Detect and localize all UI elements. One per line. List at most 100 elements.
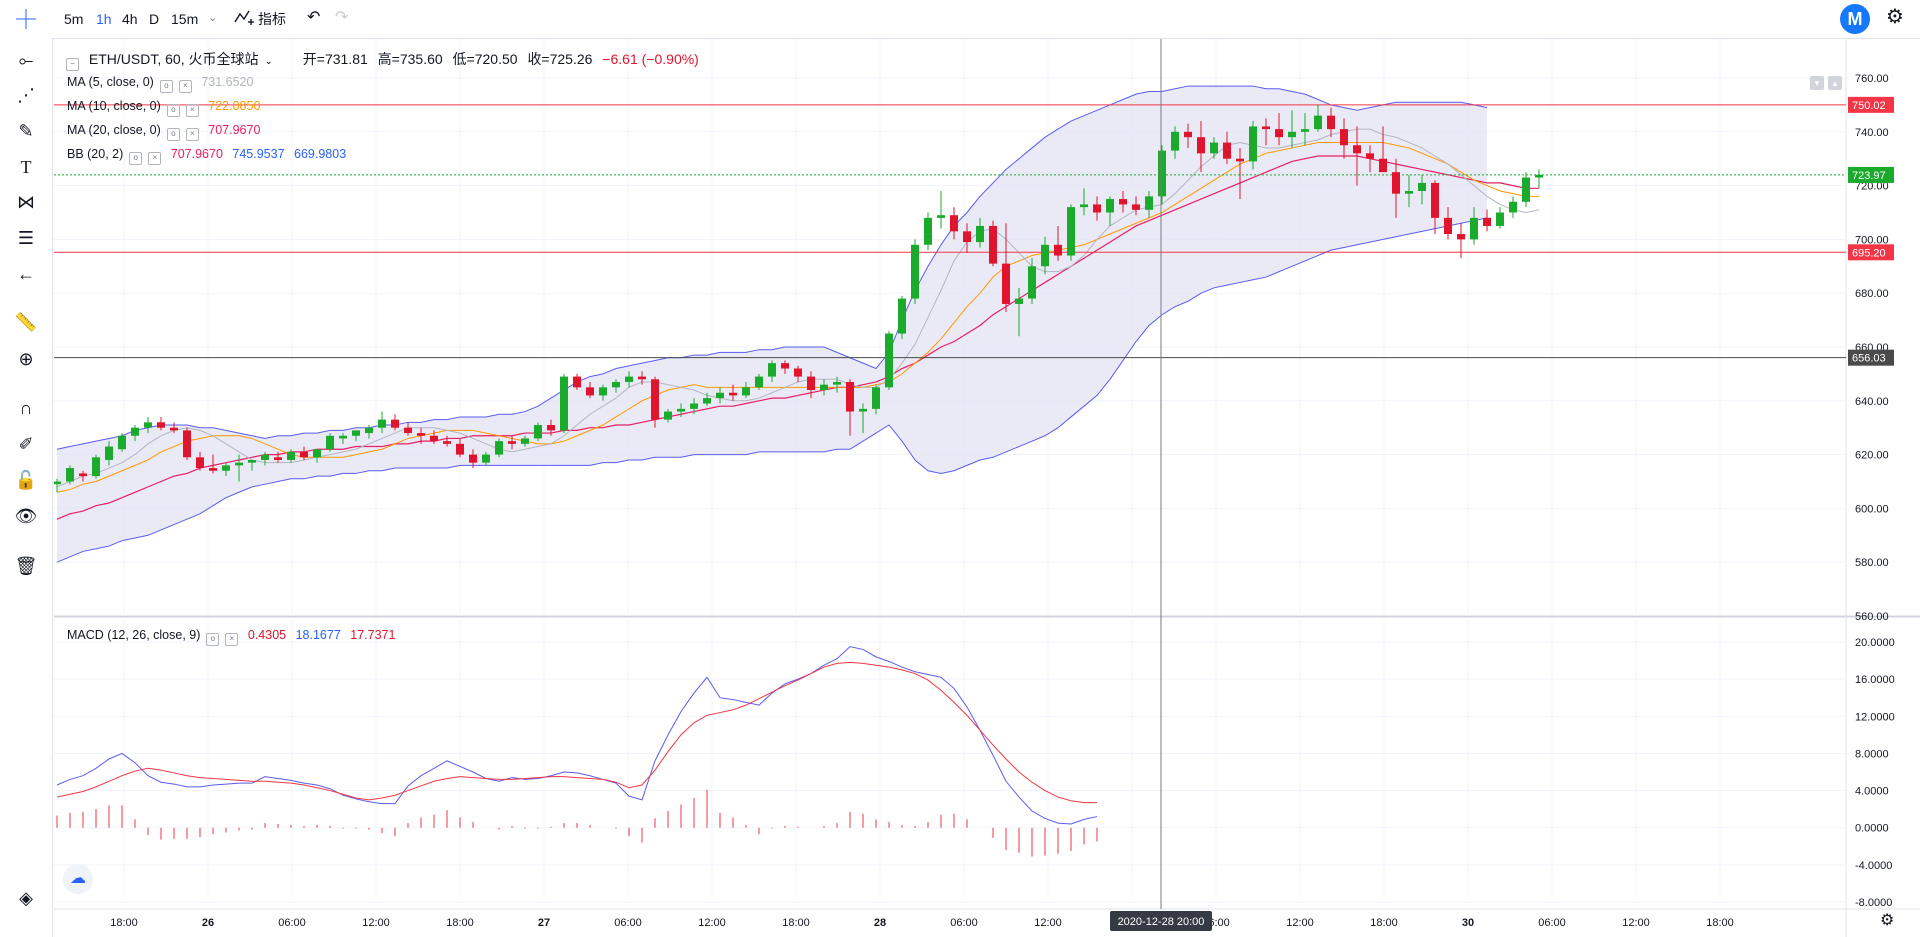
candle — [638, 376, 646, 380]
ma20-label[interactable]: MA (20, close, 0) — [67, 123, 161, 137]
gear-icon[interactable]: o — [206, 633, 220, 646]
macd-tick-label: 4.0000 — [1855, 786, 1889, 798]
candle — [1288, 131, 1296, 138]
price-tick-label: 600.00 — [1855, 503, 1889, 515]
candle — [1457, 234, 1465, 240]
pattern-icon[interactable]: ⋈ — [17, 192, 35, 212]
crosshair-icon[interactable] — [0, 0, 52, 38]
collapse-icon[interactable]: − — [66, 58, 79, 71]
bb-label[interactable]: BB (20, 2) — [67, 147, 124, 161]
close-icon[interactable]: × — [225, 633, 239, 646]
candle — [755, 376, 763, 388]
symbol-legend: − ETH/USDT, 60, 火币全球站 ⌄ 开=731.81 高=735.60… — [66, 49, 705, 71]
chevron-down-icon[interactable]: ⌄ — [264, 56, 273, 67]
price-tick-label: 560.00 — [1855, 611, 1889, 623]
settings-gear-icon[interactable]: ⚙ — [1886, 6, 1904, 28]
undo-icon[interactable]: ↶ — [307, 9, 321, 26]
macd-label[interactable]: MACD (12, 26, close, 9) — [67, 628, 201, 642]
brush-icon[interactable]: ✎ — [18, 121, 34, 141]
candle — [495, 441, 503, 455]
ohlc-close: 收=725.26 — [527, 51, 593, 67]
gear-icon[interactable]: o — [166, 104, 180, 117]
close-icon[interactable]: × — [185, 128, 199, 141]
candle — [1496, 212, 1504, 226]
lock-drawing-icon[interactable]: ✐ — [18, 434, 34, 454]
time-tick-label: 18:00 — [446, 917, 474, 929]
macd-tick-label: 16.0000 — [1855, 674, 1895, 686]
candle — [1392, 172, 1400, 194]
candle — [430, 435, 438, 442]
measure-lines-icon[interactable]: ☰ — [17, 228, 35, 248]
crosshair-time-label: 2020-12-28 20:00 — [1118, 916, 1205, 928]
gear-icon[interactable]: o — [166, 128, 180, 141]
candle — [1379, 158, 1387, 173]
candle — [586, 387, 594, 396]
macd-signal-line — [56, 661, 1097, 804]
candle — [183, 430, 191, 458]
indicators-button[interactable]: 指标 — [258, 11, 286, 27]
candle — [781, 363, 789, 369]
candle — [963, 231, 971, 243]
candle — [1158, 150, 1166, 197]
interval-4h[interactable]: 4h — [122, 11, 138, 27]
symbol-title[interactable]: ETH/USDT, 60, 火币全球站 — [88, 51, 259, 67]
close-icon[interactable]: × — [148, 152, 162, 165]
indicators-icon[interactable] — [233, 8, 255, 34]
candle — [872, 387, 880, 409]
layers-icon[interactable]: ◈ — [19, 888, 33, 908]
axis-settings-gear-icon[interactable]: ⚙ — [1880, 912, 1895, 929]
candle — [469, 454, 477, 463]
price-badge — [1848, 349, 1894, 366]
candle — [196, 457, 204, 469]
interval-d[interactable]: D — [149, 11, 160, 27]
close-icon[interactable]: × — [185, 104, 199, 117]
candle — [105, 446, 113, 460]
candle — [547, 425, 555, 431]
candle — [391, 419, 399, 428]
unlock-icon[interactable]: 🔓 — [14, 470, 38, 490]
candle — [664, 411, 672, 420]
candle — [534, 425, 542, 439]
candle — [521, 438, 529, 444]
pane-maximize-icon[interactable]: ▴ — [1828, 76, 1842, 90]
price-badge — [1848, 166, 1894, 183]
back-arrow-icon[interactable]: ← — [17, 264, 35, 284]
candle — [352, 430, 360, 436]
interval-15m[interactable]: 15m — [171, 11, 199, 27]
candle — [807, 376, 815, 391]
chart-canvas[interactable]: 560.00580.00600.00620.00640.00660.00680.… — [54, 39, 1920, 937]
time-tick-label: 18:00 — [1706, 917, 1734, 929]
price-tick-label: 740.00 — [1855, 127, 1889, 139]
ma10-label[interactable]: MA (10, close, 0) — [67, 99, 161, 113]
gear-icon[interactable]: o — [129, 152, 143, 165]
interval-1h[interactable]: 1h — [96, 11, 112, 27]
candle — [287, 451, 295, 460]
candle — [508, 441, 516, 444]
redo-icon[interactable]: ↷ — [335, 9, 349, 26]
ma10-value: 722.0850 — [208, 99, 261, 113]
time-tick-label: 06:00 — [278, 917, 306, 929]
candle — [170, 427, 178, 431]
candle — [1106, 199, 1114, 213]
ma20-legend: MA (20, close, 0) o × 707.9670 — [67, 123, 266, 141]
ruler-icon[interactable]: 📏 — [14, 312, 38, 332]
chevron-down-icon[interactable]: ⌄ — [208, 12, 218, 24]
ma5-label[interactable]: MA (5, close, 0) — [67, 75, 154, 89]
time-tick-label: 06:00 — [614, 917, 642, 929]
eye-icon[interactable]: 👁 — [14, 506, 38, 526]
magnet-icon[interactable]: ∩ — [19, 398, 33, 418]
ohlc-open: 开=731.81 — [302, 51, 368, 67]
horizontal-ray-icon[interactable]: ⟜ — [18, 50, 34, 70]
candle — [209, 468, 217, 471]
candle — [300, 451, 308, 458]
pitchfork-icon[interactable]: ⋰ — [17, 85, 35, 105]
pane-minimize-icon[interactable]: ▾ — [1810, 76, 1824, 90]
text-tool-icon[interactable]: T — [20, 157, 32, 177]
gear-icon[interactable]: o — [159, 80, 173, 93]
candle — [1340, 129, 1348, 146]
zoom-in-icon[interactable]: ⊕ — [18, 349, 34, 369]
cloud-icon[interactable]: ☁ — [63, 864, 93, 894]
interval-5m[interactable]: 5m — [64, 11, 84, 27]
close-icon[interactable]: × — [178, 80, 192, 93]
trash-icon[interactable]: 🗑 — [14, 556, 38, 576]
